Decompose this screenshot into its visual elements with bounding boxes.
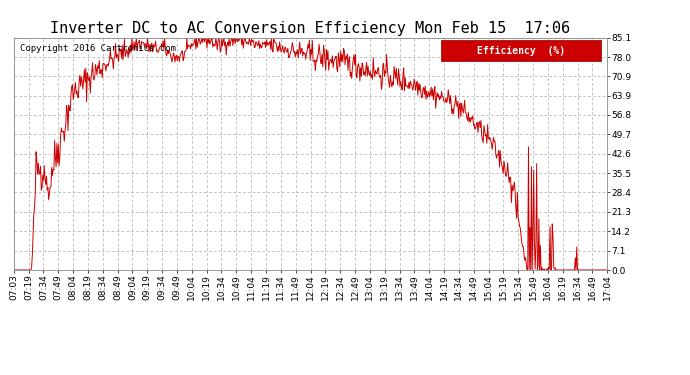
FancyBboxPatch shape <box>441 40 601 61</box>
Text: Copyright 2016 Cartronics.com: Copyright 2016 Cartronics.com <box>20 45 176 54</box>
Title: Inverter DC to AC Conversion Efficiency Mon Feb 15  17:06: Inverter DC to AC Conversion Efficiency … <box>50 21 571 36</box>
Text: Efficiency  (%): Efficiency (%) <box>477 46 565 56</box>
